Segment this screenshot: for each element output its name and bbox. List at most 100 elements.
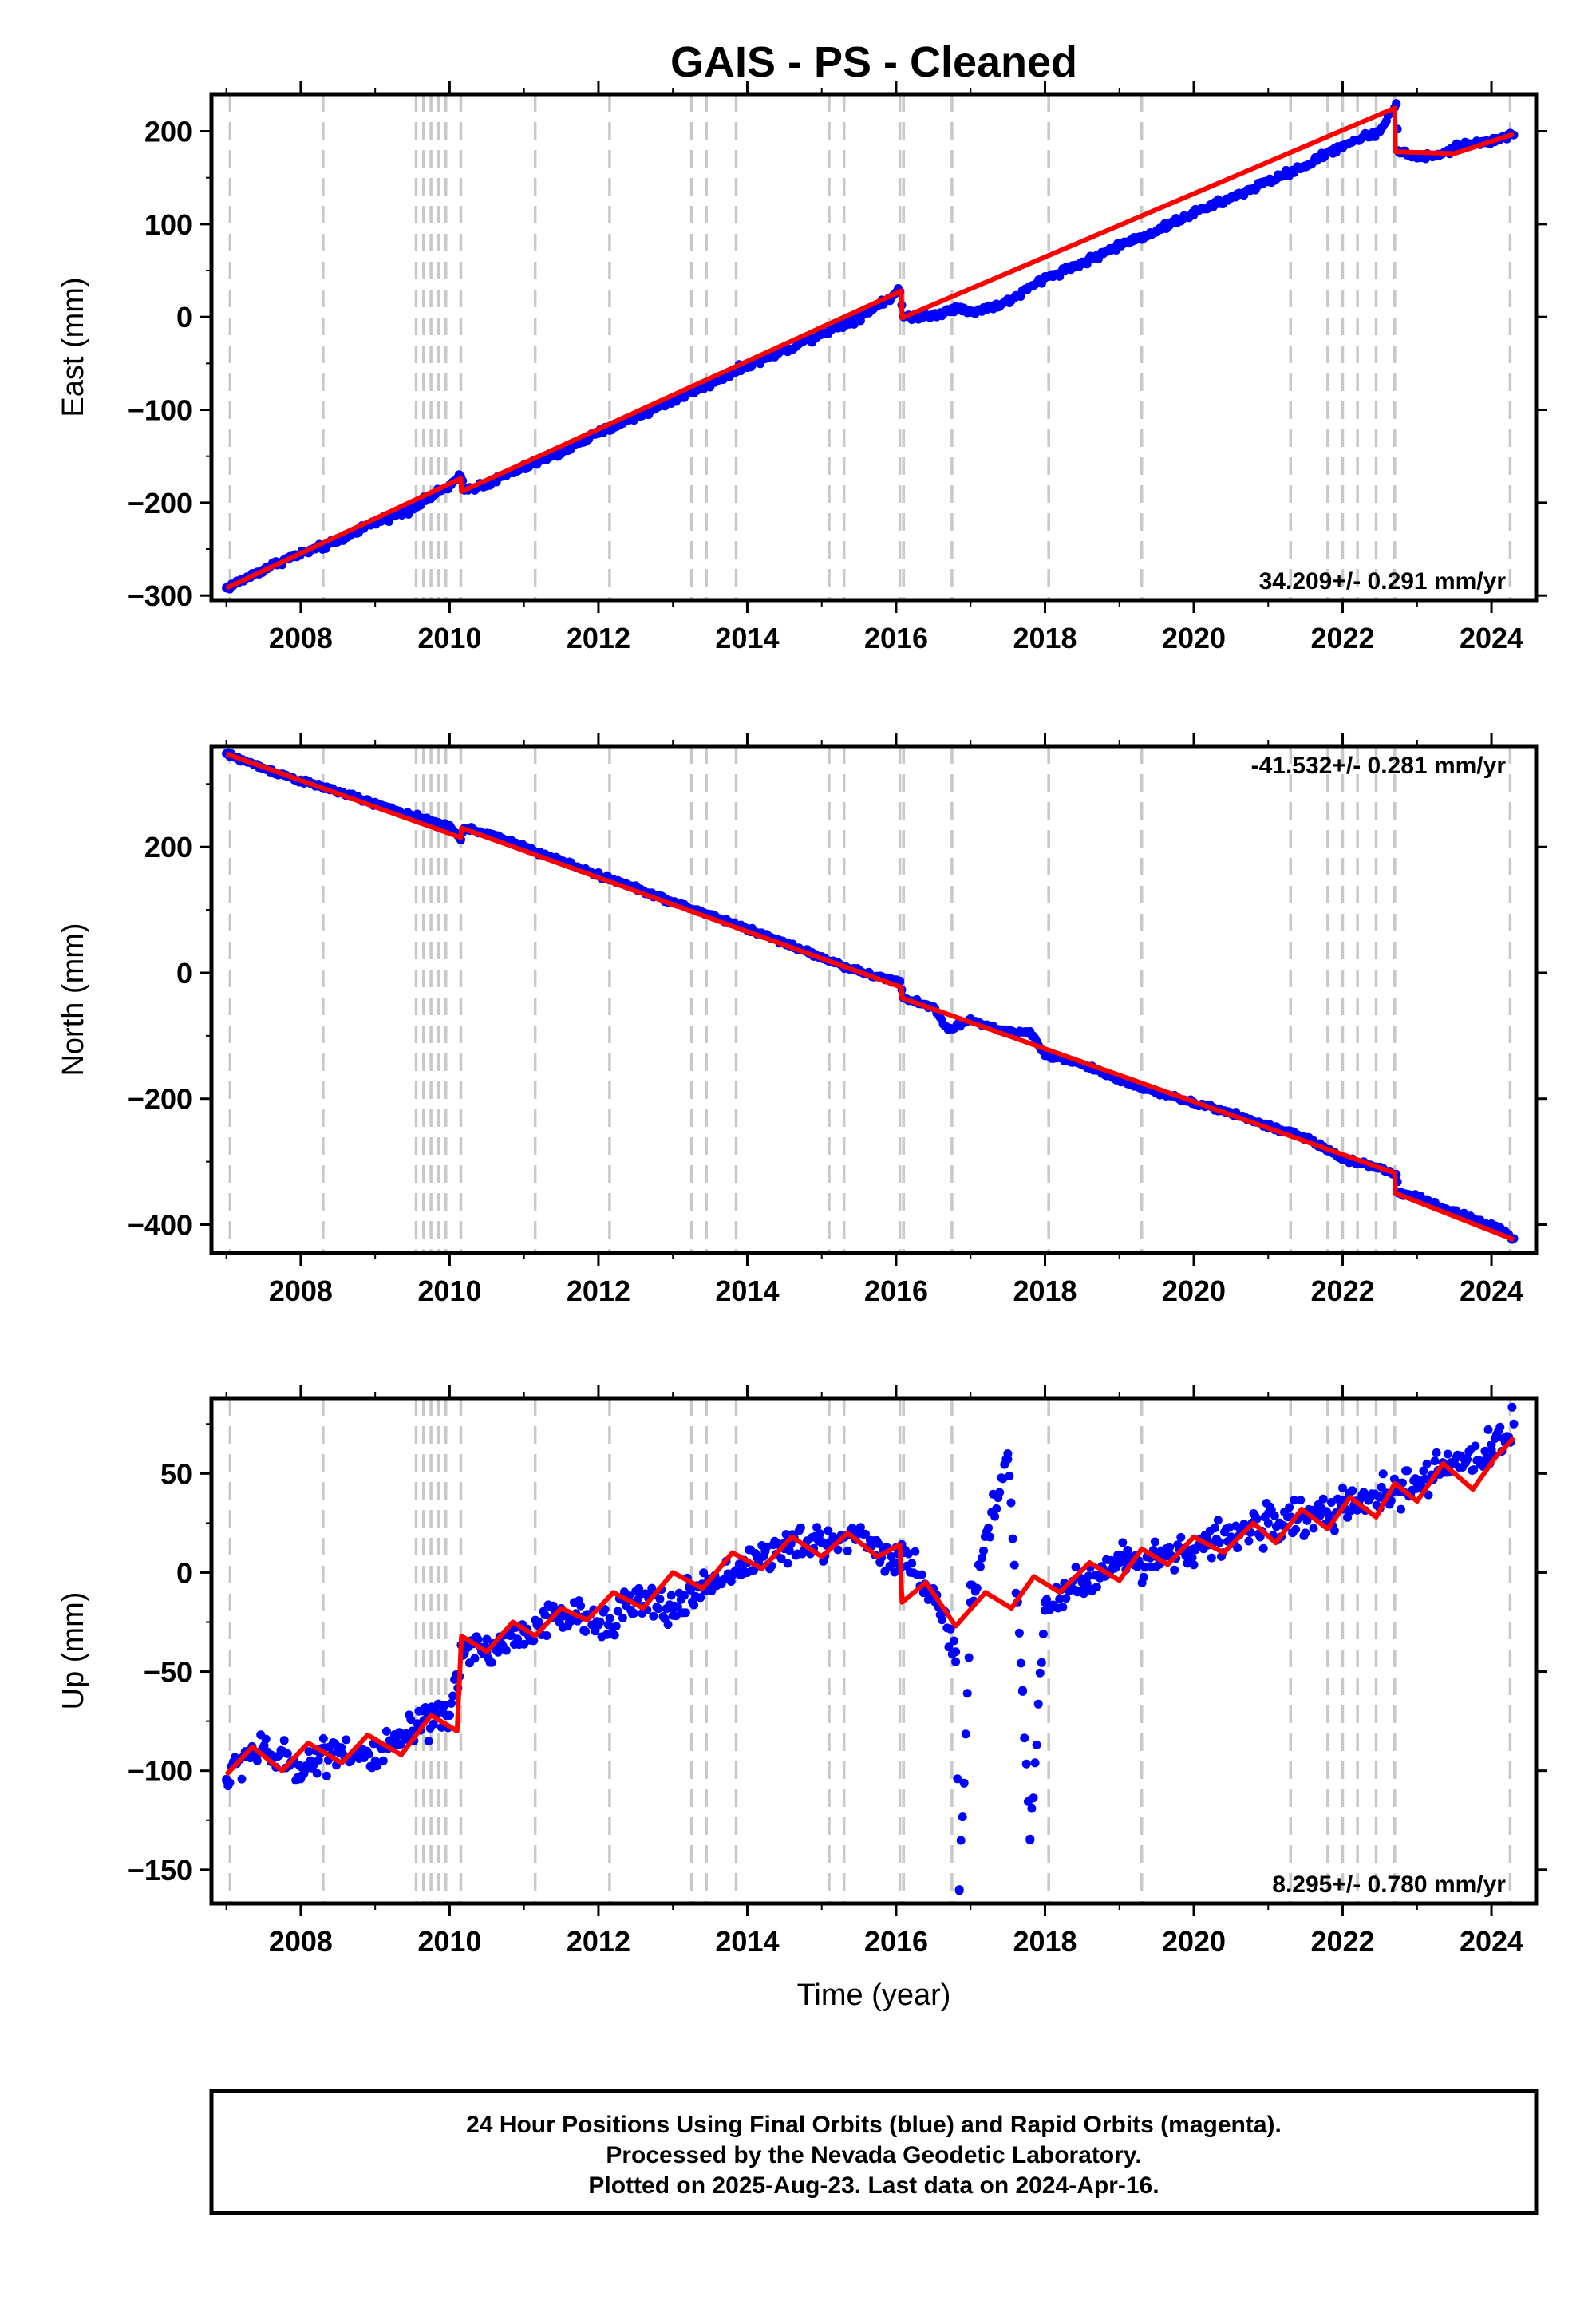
data-point — [1020, 1733, 1029, 1743]
data-point — [334, 1742, 342, 1752]
x-tick-label: 2012 — [567, 1275, 630, 1307]
data-point — [1329, 1526, 1339, 1535]
y-tick-label: 50 — [160, 1457, 192, 1490]
x-tick-label: 2020 — [1162, 1925, 1226, 1958]
data-point — [318, 1734, 328, 1743]
data-point — [1118, 1538, 1128, 1547]
data-point — [237, 1774, 247, 1784]
data-point — [282, 1749, 292, 1758]
data-point — [776, 1554, 786, 1563]
data-point — [951, 303, 961, 313]
data-point — [605, 1614, 614, 1623]
data-point — [1487, 1220, 1496, 1229]
data-point — [816, 1529, 825, 1539]
data-point — [1227, 193, 1236, 203]
data-point — [1244, 1536, 1254, 1546]
data-point — [594, 1618, 603, 1626]
data-point — [944, 1642, 954, 1652]
data-point — [1449, 1459, 1459, 1468]
data-point — [381, 1726, 391, 1736]
up-panel: −150 −100 −50 0 50 2008 2010 2012 2014 2016 2018 20… — [57, 1385, 1547, 1958]
data-point — [1037, 1658, 1046, 1667]
data-point — [1115, 1558, 1124, 1567]
data-point — [1107, 1555, 1116, 1565]
data-point — [1375, 127, 1385, 136]
data-point — [507, 1631, 516, 1640]
data-point — [1092, 1583, 1101, 1591]
data-point — [655, 1595, 665, 1604]
data-point — [1412, 1479, 1422, 1488]
data-point — [961, 1729, 970, 1739]
data-point — [726, 1577, 736, 1586]
data-point — [812, 1523, 822, 1532]
data-point — [1003, 1449, 1013, 1458]
data-point — [668, 1603, 678, 1613]
data-point — [1165, 1543, 1175, 1552]
data-point — [1021, 1759, 1031, 1769]
chart-title: GAIS - PS - Cleaned — [670, 38, 1077, 86]
x-tick-label: 2018 — [1013, 1925, 1077, 1958]
x-tick-label: 2014 — [715, 1275, 779, 1307]
data-point — [783, 1559, 792, 1568]
velocity-rate-label: 8.295+/- 0.780 mm/yr — [1272, 1871, 1506, 1898]
data-point — [1055, 1595, 1065, 1604]
data-point — [1207, 1553, 1216, 1563]
data-point — [990, 1512, 1000, 1521]
data-point — [1233, 1543, 1242, 1553]
y-axis-label: North (mm) — [57, 923, 90, 1076]
x-tick-label: 2008 — [269, 622, 333, 654]
x-tick-label: 2024 — [1460, 622, 1523, 654]
data-point — [1084, 1571, 1093, 1581]
data-point — [444, 1710, 454, 1720]
data-point — [975, 1562, 985, 1571]
data-point — [1009, 1560, 1019, 1570]
x-tick-label: 2022 — [1310, 622, 1374, 654]
data-point — [953, 1774, 962, 1784]
data-point — [666, 1591, 676, 1600]
data-point — [1213, 1516, 1223, 1525]
data-point — [1058, 1603, 1068, 1612]
data-point — [630, 1608, 638, 1618]
data-point — [817, 1538, 827, 1547]
data-point — [1030, 1758, 1040, 1768]
plot-frame — [209, 744, 1539, 1255]
data-point — [1170, 1565, 1179, 1575]
data-point — [1285, 1503, 1294, 1512]
data-point — [874, 1539, 883, 1548]
data-point — [540, 1611, 550, 1619]
data-point — [1291, 1524, 1301, 1534]
data-point — [1029, 1793, 1038, 1803]
data-point — [1301, 161, 1310, 171]
data-point — [681, 1608, 690, 1618]
data-point — [949, 1636, 958, 1646]
data-point — [501, 1646, 511, 1655]
data-point — [843, 1546, 852, 1555]
data-point — [1296, 1496, 1306, 1505]
data-point — [1033, 1699, 1043, 1709]
data-point — [689, 1600, 699, 1610]
data-point — [1071, 1563, 1080, 1572]
data-point — [1509, 1419, 1519, 1429]
data-point — [1187, 1553, 1197, 1563]
data-point — [937, 1615, 946, 1625]
data-point — [1032, 1740, 1041, 1749]
data-point — [1005, 1472, 1014, 1480]
y-tick-label: 100 — [144, 208, 192, 241]
data-point — [378, 1756, 388, 1765]
data-point — [1290, 1496, 1299, 1505]
data-point — [424, 1737, 433, 1745]
data-point — [649, 1611, 658, 1621]
data-point — [929, 310, 938, 320]
data-point — [1252, 1514, 1262, 1524]
data-point — [1077, 259, 1087, 268]
data-point — [1507, 1402, 1517, 1412]
data-point — [1025, 1028, 1035, 1037]
x-tick-label: 2016 — [864, 1275, 928, 1307]
data-point — [951, 1647, 961, 1657]
data-point — [995, 1488, 1005, 1497]
y-tick-label: −300 — [128, 579, 192, 612]
data-point — [979, 1546, 988, 1555]
data-point — [1309, 1524, 1318, 1533]
data-point — [686, 1585, 695, 1595]
plot-frame — [209, 92, 1539, 603]
